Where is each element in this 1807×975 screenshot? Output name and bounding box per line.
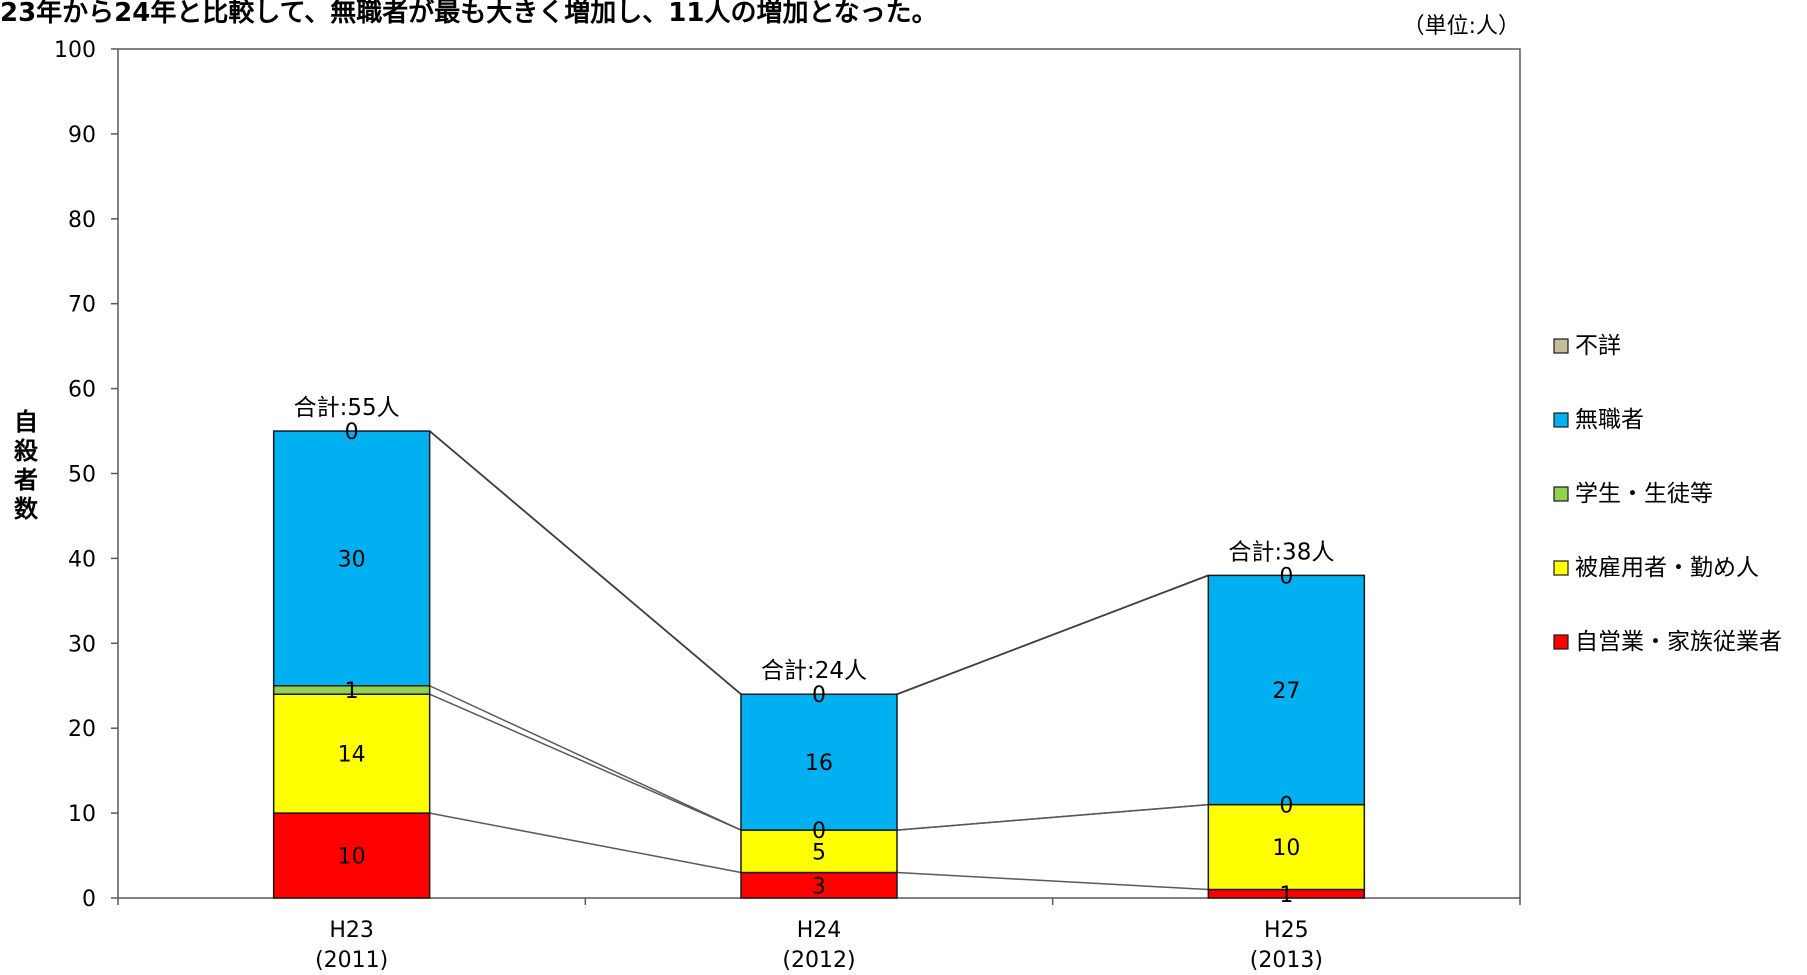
x-tick-label: H23 — [329, 918, 374, 943]
data-label: 30 — [338, 547, 366, 572]
y-tick-label: 0 — [82, 887, 96, 912]
y-tick-label: 30 — [68, 632, 96, 657]
data-label: 1 — [345, 679, 359, 704]
x-tick-label-year: (2012) — [782, 948, 855, 973]
x-tick-label-year: (2011) — [315, 948, 388, 973]
total-line-segment — [429, 430, 742, 695]
y-tick-label: 80 — [68, 208, 96, 233]
data-label: 5 — [812, 840, 826, 865]
bar-segment — [272, 693, 431, 814]
y-tick-label: 100 — [54, 38, 96, 63]
series-line-segment — [429, 693, 742, 831]
data-label: 1 — [1279, 883, 1293, 908]
data-label: 14 — [338, 743, 366, 768]
y-tick-label: 40 — [68, 547, 96, 572]
y-axis-title: 自殺者数 — [14, 408, 39, 523]
unit-label: （単位:人） — [1403, 14, 1520, 39]
data-label: 0 — [1279, 794, 1293, 819]
y-tick-label: 10 — [68, 802, 96, 827]
bar-segment — [740, 871, 898, 899]
bar-segment — [1207, 803, 1366, 891]
bar-segment — [272, 812, 431, 899]
legend-label: 不詳 — [1575, 333, 1621, 359]
legend-swatch — [1553, 412, 1569, 428]
bar-segment — [1207, 574, 1366, 806]
bar-segment — [272, 430, 431, 687]
bars — [272, 430, 1366, 899]
bar-segment — [740, 693, 898, 831]
series-line-segment — [896, 803, 1209, 831]
data-label: 16 — [805, 751, 833, 776]
legend-swatch — [1553, 560, 1569, 576]
series-connector-lines — [429, 430, 1209, 891]
y-tick-label: 60 — [68, 378, 96, 403]
x-tick-label: H25 — [1264, 918, 1309, 943]
data-label: 3 — [812, 874, 826, 899]
legend-swatch — [1553, 486, 1569, 502]
data-label: 10 — [1272, 836, 1300, 861]
x-tick-label: H24 — [797, 918, 842, 943]
series-line-segment — [429, 812, 742, 874]
legend-swatch — [1553, 338, 1569, 354]
total-label: 合計:55人 — [294, 395, 400, 421]
x-tick-label-year: (2013) — [1250, 948, 1323, 973]
total-line-segment — [896, 574, 1209, 696]
total-label: 合計:38人 — [1228, 539, 1334, 565]
y-tick-label: 90 — [68, 123, 96, 148]
data-label: 0 — [345, 420, 359, 445]
legend-swatch — [1553, 634, 1569, 650]
data-label: 0 — [812, 819, 826, 844]
x-axis-ticks: H23 (2011) H24 (2012) H25 (2013) — [117, 898, 1521, 973]
series-line-segment — [429, 685, 742, 831]
y-tick-label: 70 — [68, 293, 96, 318]
data-label: 0 — [812, 683, 826, 708]
data-label: 0 — [1279, 564, 1293, 589]
data-label: 27 — [1272, 679, 1300, 704]
y-axis-label: 自殺者数 — [14, 408, 39, 523]
total-label: 合計:24人 — [761, 658, 867, 684]
series-line-segment — [896, 871, 1209, 891]
y-tick-label: 20 — [68, 717, 96, 742]
y-axis-ticks: 0 10 20 30 40 50 60 70 80 90 100 — [54, 38, 118, 912]
chart-caption: 23年から24年と比較して、無職者が最も大きく増加し、11人の増加となった。 — [0, 0, 938, 28]
legend-label: 学生・生徒等 — [1575, 481, 1713, 507]
y-tick-label: 50 — [68, 463, 96, 488]
legend-label: 被雇用者・勤め人 — [1575, 555, 1759, 581]
data-label: 10 — [338, 845, 366, 870]
legend-label: 無職者 — [1575, 407, 1644, 433]
legend-label: 自営業・家族従業者 — [1575, 629, 1782, 655]
